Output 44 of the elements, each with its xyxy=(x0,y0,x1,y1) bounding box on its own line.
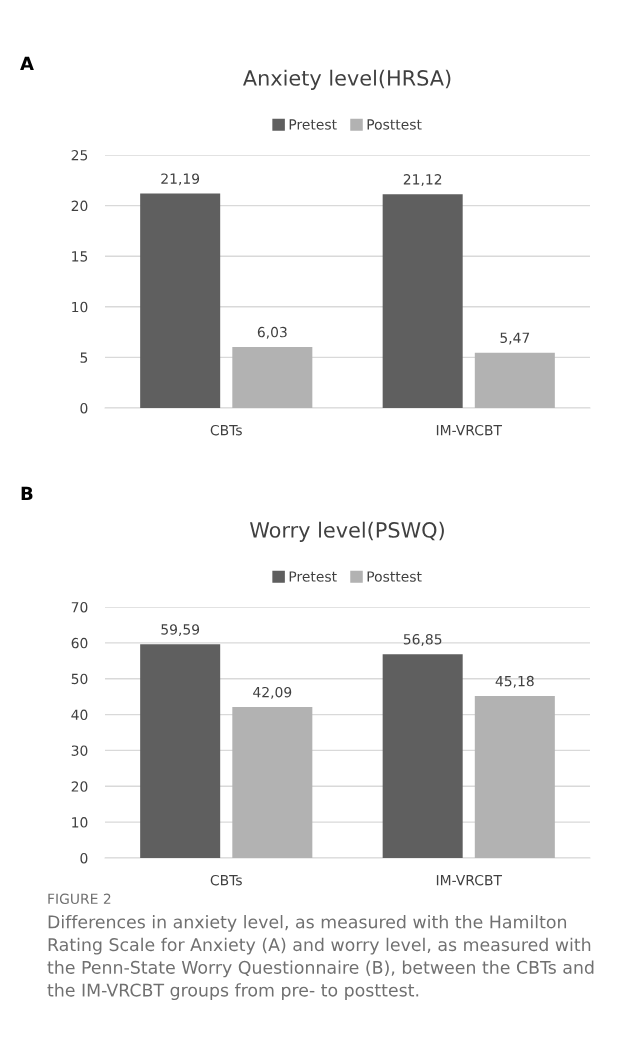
chart-title: Anxiety level(HRSA) xyxy=(243,69,451,90)
data-label: 21,19 xyxy=(161,173,200,186)
y-tick-label: 10 xyxy=(72,817,88,828)
chart-title: Worry level(PSWQ) xyxy=(249,521,444,542)
y-tick-label: 20 xyxy=(71,200,88,212)
y-tick-label: 50 xyxy=(71,673,88,685)
y-tick-label: 0 xyxy=(80,852,88,864)
legend-label: Posttest xyxy=(367,571,422,582)
text: B xyxy=(21,486,33,500)
caption: FIGURE 2 xyxy=(48,893,111,905)
legend-label: Pretest xyxy=(289,571,337,582)
bar xyxy=(382,194,463,408)
data-label: 56,85 xyxy=(403,634,442,646)
legend-label: Posttest xyxy=(367,119,422,130)
y-tick-label: 5 xyxy=(80,352,88,363)
text: A xyxy=(20,56,34,70)
data-label: 5,47 xyxy=(500,332,530,345)
bar xyxy=(232,707,313,858)
x-tick-label: CBTs xyxy=(210,424,242,436)
data-label: 45,18 xyxy=(495,675,534,688)
y-tick-label: 60 xyxy=(71,637,88,649)
bar xyxy=(140,193,221,408)
y-tick-label: 40 xyxy=(71,709,88,721)
y-tick-label: 0 xyxy=(80,402,88,414)
bar xyxy=(232,346,313,408)
x-tick-label: IM-VRCBT xyxy=(436,874,503,886)
bar xyxy=(382,654,463,858)
x-tick-label: IM-VRCBT xyxy=(436,424,503,436)
y-tick-label: 70 xyxy=(71,601,88,613)
bar xyxy=(474,696,555,858)
data-label: 6,03 xyxy=(257,326,287,339)
bar xyxy=(140,644,221,858)
y-tick-label: 25 xyxy=(71,149,88,161)
data-label: 42,09 xyxy=(253,686,292,699)
y-tick-label: 10 xyxy=(72,301,88,313)
y-tick-label: 20 xyxy=(71,781,88,792)
x-tick-label: CBTs xyxy=(210,874,242,886)
y-tick-label: 30 xyxy=(71,745,88,756)
legend-label: Pretest xyxy=(289,119,337,130)
bar xyxy=(474,352,555,408)
text: Differences in anxiety level, as measured with the Hamilton Rating Scale for Anxiety (A) and worry level, as measured with the Penn-State Worry Questionnaire (B), between the CBTs and the IM-VRCBT groups from pre- to posttest. xyxy=(47,915,594,1001)
data-label: 21,12 xyxy=(403,174,442,187)
y-tick-label: 15 xyxy=(72,251,88,262)
data-label: 59,59 xyxy=(161,624,200,637)
